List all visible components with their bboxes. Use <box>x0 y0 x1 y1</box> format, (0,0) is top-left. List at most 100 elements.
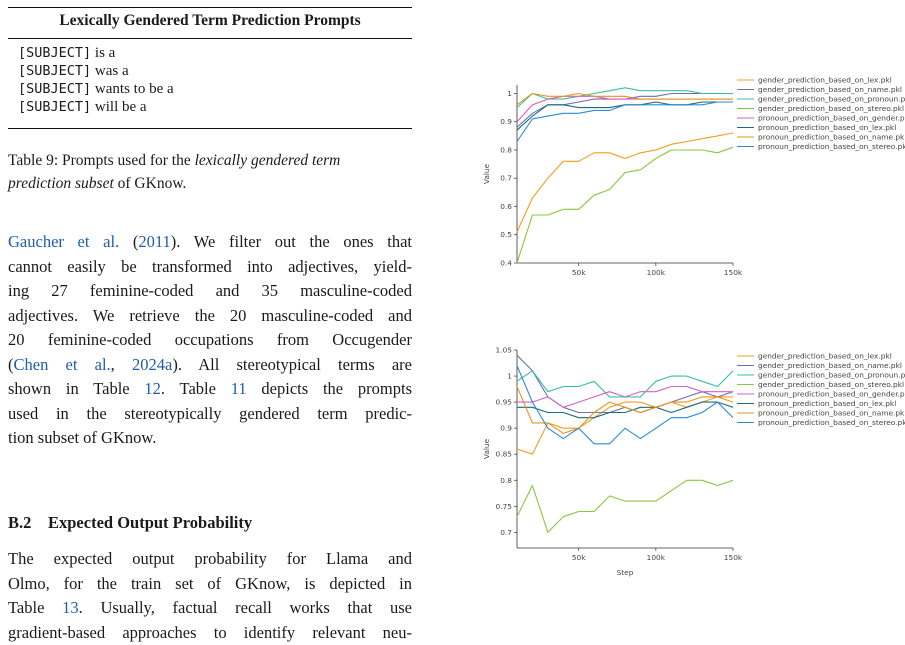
subject-token: [SUBJECT] <box>18 45 91 61</box>
table-ref-link[interactable]: 11 <box>231 379 247 398</box>
legend-label: pronoun_prediction_based_on_gender.pkl <box>758 114 905 123</box>
legend-label: gender_prediction_based_on_stereo.pkl <box>758 104 904 113</box>
table-caption: Table 9: Prompts used for the lexically … <box>8 149 412 195</box>
legend-label: pronoun_prediction_based_on_stereo.pkl <box>758 142 905 151</box>
paragraph-expected-output: The expected output probability for Llam… <box>8 547 412 645</box>
series-line <box>517 397 733 454</box>
text-line: The expected output probability for Llam… <box>8 547 412 572</box>
series-line <box>517 96 733 121</box>
x-tick-label: 50k <box>572 553 586 562</box>
chart-svg: 0.7 0.75 0.8 0.85 0.9 0.95 1 1.05 50k 100k 150k Val… <box>464 342 905 582</box>
paragraph-occupations: Gaucher et al. (2011). We filter out the… <box>8 230 412 451</box>
y-tick-label: 0.8 <box>500 145 512 154</box>
legend-label: gender_prediction_based_on_lex.pkl <box>758 352 892 361</box>
table-top-rule <box>8 7 412 8</box>
legend-label: gender_prediction_based_on_stereo.pkl <box>758 380 904 389</box>
text-line: 20 feminine-coded occupations from Occug… <box>8 328 412 353</box>
text-line: ing 27 feminine-coded and 35 masculine-c… <box>8 279 412 304</box>
text-line: adjectives. We retrieve the 20 masculine… <box>8 304 412 329</box>
legend-label: pronoun_prediction_based_on_lex.pkl <box>758 123 896 132</box>
series-line <box>517 402 733 418</box>
line-chart-bottom: 0.7 0.75 0.8 0.85 0.9 0.95 1 1.05 50k 100k 150k Val… <box>464 342 905 582</box>
subject-token: [SUBJECT] <box>18 63 91 79</box>
citation-link[interactable]: Chen et al. <box>14 355 111 374</box>
series-line <box>517 147 733 263</box>
citation-year-link[interactable]: 2024a <box>132 355 172 374</box>
section-number: B.2 <box>8 513 48 533</box>
citation-year-link[interactable]: 2011 <box>138 232 170 251</box>
series-line <box>517 133 733 232</box>
table-header: Lexically Gendered Term Prediction Promp… <box>8 12 412 30</box>
y-tick-label: 1.05 <box>496 346 513 355</box>
text-line: tion subset of GKnow. <box>8 426 412 451</box>
text-line: cannot easily be transformed into adject… <box>8 255 412 280</box>
table-row: [SUBJECT] was a <box>18 62 174 80</box>
y-tick-label: 0.7 <box>500 528 512 537</box>
citation-link[interactable]: Gaucher et al. <box>8 232 119 251</box>
section-title: Expected Output Probability <box>48 513 252 532</box>
y-tick-label: 1 <box>507 89 512 98</box>
prompt-text: was a <box>91 63 129 79</box>
y-tick-label: 0.9 <box>500 424 512 433</box>
x-axis-label: Step <box>617 568 634 577</box>
x-tick-label: 100k <box>647 553 666 562</box>
y-axis-label: Value <box>482 163 491 184</box>
legend-label: pronoun_prediction_based_on_lex.pkl <box>758 399 896 408</box>
legend-label: gender_prediction_based_on_name.pkl <box>758 85 902 94</box>
table-row: [SUBJECT] is a <box>18 44 174 62</box>
y-tick-label: 0.5 <box>500 230 512 239</box>
y-tick-label: 0.6 <box>500 202 512 211</box>
subject-token: [SUBJECT] <box>18 99 91 115</box>
prompt-text: is a <box>91 45 115 61</box>
series-line <box>517 371 733 397</box>
prompt-text: will be a <box>91 99 146 115</box>
y-tick-label: 1 <box>507 372 512 381</box>
caption-italic: prediction subset <box>8 175 114 192</box>
legend-label: pronoun_prediction_based_on_name.pkl <box>758 409 905 418</box>
table-row: [SUBJECT] will be a <box>18 98 174 116</box>
series-line <box>517 355 733 412</box>
caption-suffix: of GKnow. <box>114 175 187 192</box>
text-line: used in the stereotypically gendered ter… <box>8 402 412 427</box>
legend-label: pronoun_prediction_based_on_gender.pkl <box>758 390 905 399</box>
x-tick-label: 150k <box>724 268 743 277</box>
series-line <box>517 480 733 532</box>
y-axis-label: Value <box>482 438 491 459</box>
legend-label: gender_prediction_based_on_name.pkl <box>758 361 902 370</box>
series-line <box>517 387 733 434</box>
x-tick-label: 100k <box>647 268 666 277</box>
text-line: (Chen et al., 2024a). All stereotypical … <box>8 353 412 378</box>
text-line: Gaucher et al. (2011). We filter out the… <box>8 230 412 255</box>
y-tick-label: 0.95 <box>496 398 513 407</box>
caption-prefix: Table 9: Prompts used for the <box>8 152 195 169</box>
y-tick-label: 0.85 <box>496 450 513 459</box>
series-line <box>517 102 733 142</box>
table-header-rule <box>8 38 412 39</box>
caption-italic: lexically gendered term <box>195 152 341 169</box>
y-tick-label: 0.4 <box>500 259 512 268</box>
prompt-text: wants to be a <box>91 81 173 97</box>
table-ref-link[interactable]: 13 <box>62 598 79 617</box>
x-tick-label: 150k <box>724 553 743 562</box>
y-tick-label: 0.75 <box>496 502 513 511</box>
text-line: gradient-based approaches to identify re… <box>8 621 412 645</box>
text-line: Table 13. Usually, factual recall works … <box>8 596 412 621</box>
y-tick-label: 0.7 <box>500 174 512 183</box>
text-line: Olmo, for the train set of GKnow, is dep… <box>8 572 412 597</box>
table-rows: [SUBJECT] is a [SUBJECT] was a [SUBJECT]… <box>18 44 174 116</box>
y-tick-label: 0.8 <box>500 476 512 485</box>
legend-label: gender_prediction_based_on_pronoun.pkl <box>758 95 905 104</box>
y-tick-label: 0.9 <box>500 117 512 126</box>
legend-label: pronoun_prediction_based_on_stereo.pkl <box>758 418 905 427</box>
table-ref-link[interactable]: 12 <box>144 379 161 398</box>
series-line <box>517 366 733 444</box>
legend-label: gender_prediction_based_on_lex.pkl <box>758 76 892 85</box>
x-tick-label: 50k <box>572 268 586 277</box>
table-bottom-rule <box>8 128 412 129</box>
legend-label: gender_prediction_based_on_pronoun.pkl <box>758 371 905 380</box>
text-line: shown in Table 12. Table 11 depicts the … <box>8 377 412 402</box>
table-row: [SUBJECT] wants to be a <box>18 80 174 98</box>
